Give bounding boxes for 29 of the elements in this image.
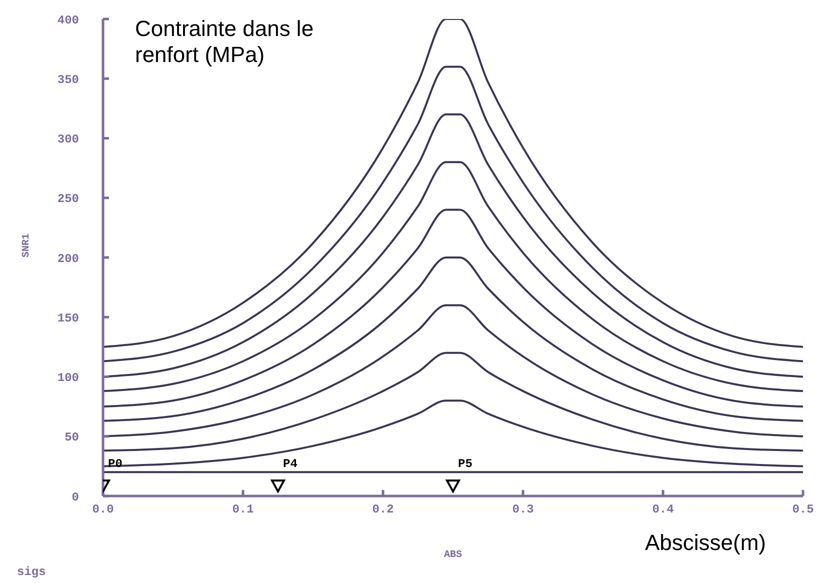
y-tick-label: 300 — [57, 132, 79, 147]
y-tick-label: 150 — [57, 311, 79, 326]
line-series — [103, 19, 803, 348]
y-tick-label: 100 — [57, 371, 79, 386]
y-tick-label: 400 — [57, 13, 79, 28]
y-tick-label: 350 — [57, 72, 79, 87]
x-tick-label: 0.4 — [652, 502, 674, 517]
annotation: Contrainte dans le renfort (MPa) — [135, 16, 315, 69]
y-tick-label: 200 — [57, 252, 79, 266]
text: sigs — [17, 565, 46, 580]
x-tick-label: 0.2 — [372, 502, 394, 517]
annotation: P5 — [458, 457, 472, 472]
line-series — [103, 161, 803, 392]
y-tick-label: 250 — [57, 192, 79, 206]
x-tick-label: 0.3 — [512, 502, 534, 517]
text: Abscisse(m) — [645, 530, 766, 556]
line-series — [103, 66, 803, 362]
x-axis-title: ABS — [444, 550, 462, 561]
x-tick-label: 0.0 — [92, 502, 114, 517]
y-axis-title: SNR1 — [22, 233, 33, 258]
line-series — [103, 256, 803, 422]
y-tick-label: 50 — [64, 430, 79, 445]
line-series — [103, 208, 803, 408]
annotation: P4 — [283, 457, 298, 472]
x-tick-label: 0.1 — [232, 502, 254, 517]
y-tick-label: 0 — [72, 490, 79, 504]
x-tick-label: 0.5 — [792, 502, 814, 517]
line-series — [103, 400, 803, 468]
line-series — [103, 352, 803, 452]
